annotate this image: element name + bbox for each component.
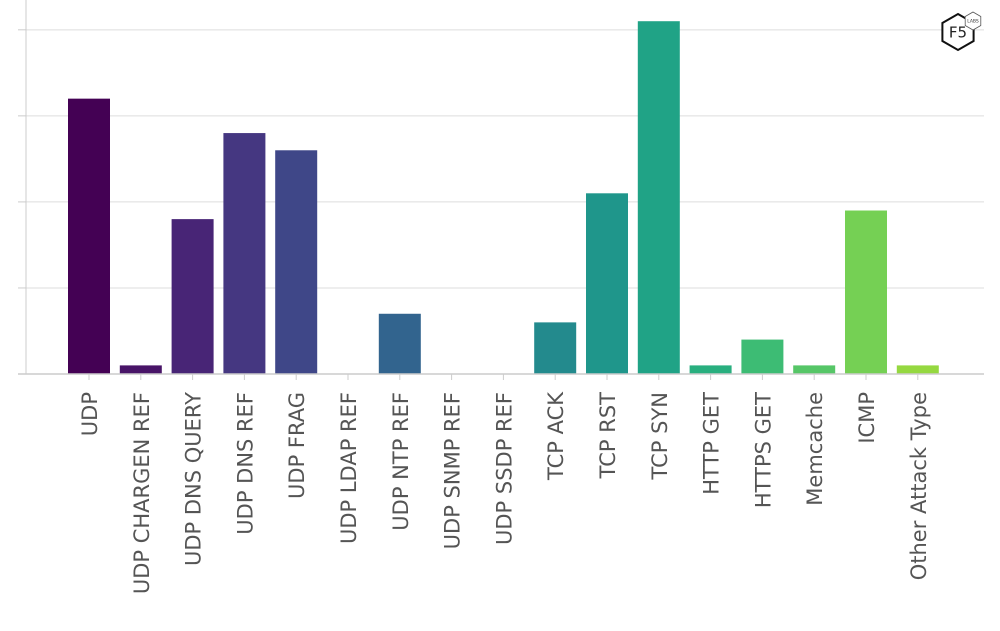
bar xyxy=(689,365,732,374)
bar xyxy=(637,21,680,375)
bar xyxy=(534,322,577,374)
x-tick-label: UDP LDAP REF xyxy=(337,392,361,544)
bar xyxy=(845,210,887,374)
x-tick-label: ICMP xyxy=(855,392,879,444)
x-tick-label: UDP CHARGEN REF xyxy=(130,392,154,594)
bar xyxy=(378,313,421,374)
axes xyxy=(18,0,984,375)
x-tick-label: UDP xyxy=(78,392,102,436)
logo-text: F5 xyxy=(949,24,967,42)
x-tick-label: TCP RST xyxy=(596,392,620,480)
x-tick-label: TCP SYN xyxy=(648,392,672,480)
bars xyxy=(68,21,939,375)
bar xyxy=(896,365,939,374)
gridlines xyxy=(18,29,984,289)
bar xyxy=(275,150,318,374)
x-tick-label: UDP DNS QUERY xyxy=(182,392,206,566)
x-tick-label: Other Attack Type xyxy=(907,392,931,580)
bar xyxy=(68,98,110,375)
x-tick-label: UDP SNMP REF xyxy=(441,392,465,549)
bar xyxy=(119,365,162,374)
bar xyxy=(741,339,784,374)
x-tick-label: UDP SSDP REF xyxy=(492,392,516,545)
f5-labs-logo: F5 LABS xyxy=(941,11,982,52)
bar xyxy=(586,193,628,374)
logo-badge xyxy=(964,11,982,31)
x-tick-label: HTTP GET xyxy=(700,392,724,495)
x-tick-labels: UDP UDP CHARGEN REF UDP DNS QUERY UDP DNS R… xyxy=(78,374,931,594)
x-tick-label: TCP ACK xyxy=(544,391,568,481)
x-tick-label: UDP NTP REF xyxy=(389,392,413,531)
x-tick-label: UDP FRAG xyxy=(285,392,309,499)
x-tick-label: HTTPS GET xyxy=(751,392,775,508)
logo-subtext: LABS xyxy=(967,19,979,25)
bar xyxy=(171,219,214,374)
x-tick-label: Memcache xyxy=(803,392,827,506)
bar xyxy=(793,365,836,374)
bar xyxy=(223,133,266,374)
x-tick-label: UDP DNS REF xyxy=(233,392,257,535)
